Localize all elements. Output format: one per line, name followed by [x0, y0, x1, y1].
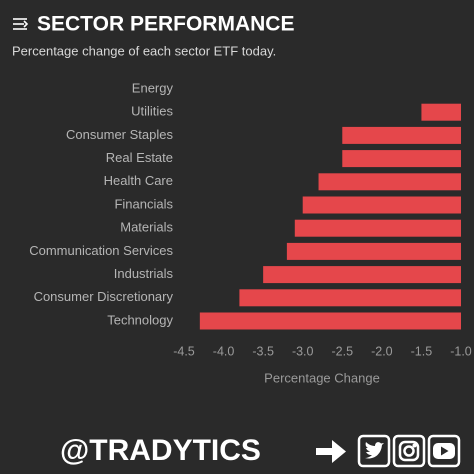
title-icon	[13, 18, 29, 30]
bar	[239, 289, 461, 307]
x-tick-label: -2.5	[332, 344, 354, 358]
y-tick-label: Communication Services	[29, 243, 173, 258]
chart-subtitle: Percentage change of each sector ETF tod…	[12, 43, 276, 58]
y-tick-label: Financials	[114, 196, 173, 211]
x-tick-label: -1.5	[411, 344, 433, 358]
x-tick-label: -2.0	[371, 344, 393, 358]
x-tick-label: -4.0	[213, 344, 235, 358]
bar	[302, 196, 461, 214]
bar	[342, 150, 461, 168]
x-tick-label: -3.0	[292, 344, 314, 358]
x-axis-label: Percentage Change	[264, 370, 380, 385]
bar	[342, 126, 461, 144]
x-tick-label: -1.0	[450, 344, 472, 358]
bar	[263, 266, 461, 284]
y-tick-label: Health Care	[104, 173, 173, 188]
youtube-icon[interactable]	[427, 434, 461, 468]
y-tick-label: Consumer Staples	[66, 127, 173, 142]
twitter-icon[interactable]	[357, 434, 391, 468]
y-tick-label: Materials	[120, 220, 173, 235]
x-tick-label: -3.5	[252, 344, 274, 358]
bar	[421, 103, 461, 121]
bar	[199, 312, 462, 330]
bar	[318, 173, 461, 191]
bar	[286, 242, 461, 260]
x-tick-label: -4.5	[173, 344, 195, 358]
y-tick-label: Industrials	[114, 266, 174, 281]
y-tick-label: Energy	[132, 80, 174, 95]
y-tick-label: Consumer Discretionary	[34, 289, 174, 304]
chart-title: SECTOR PERFORMANCE	[37, 13, 294, 36]
y-tick-label: Technology	[107, 312, 173, 327]
footer-handle: @TRADYTICS	[60, 434, 261, 467]
arrow-icon	[316, 440, 346, 463]
bar	[294, 219, 461, 237]
y-tick-label: Utilities	[131, 104, 173, 119]
instagram-icon[interactable]	[392, 434, 426, 468]
y-tick-label: Real Estate	[106, 150, 173, 165]
